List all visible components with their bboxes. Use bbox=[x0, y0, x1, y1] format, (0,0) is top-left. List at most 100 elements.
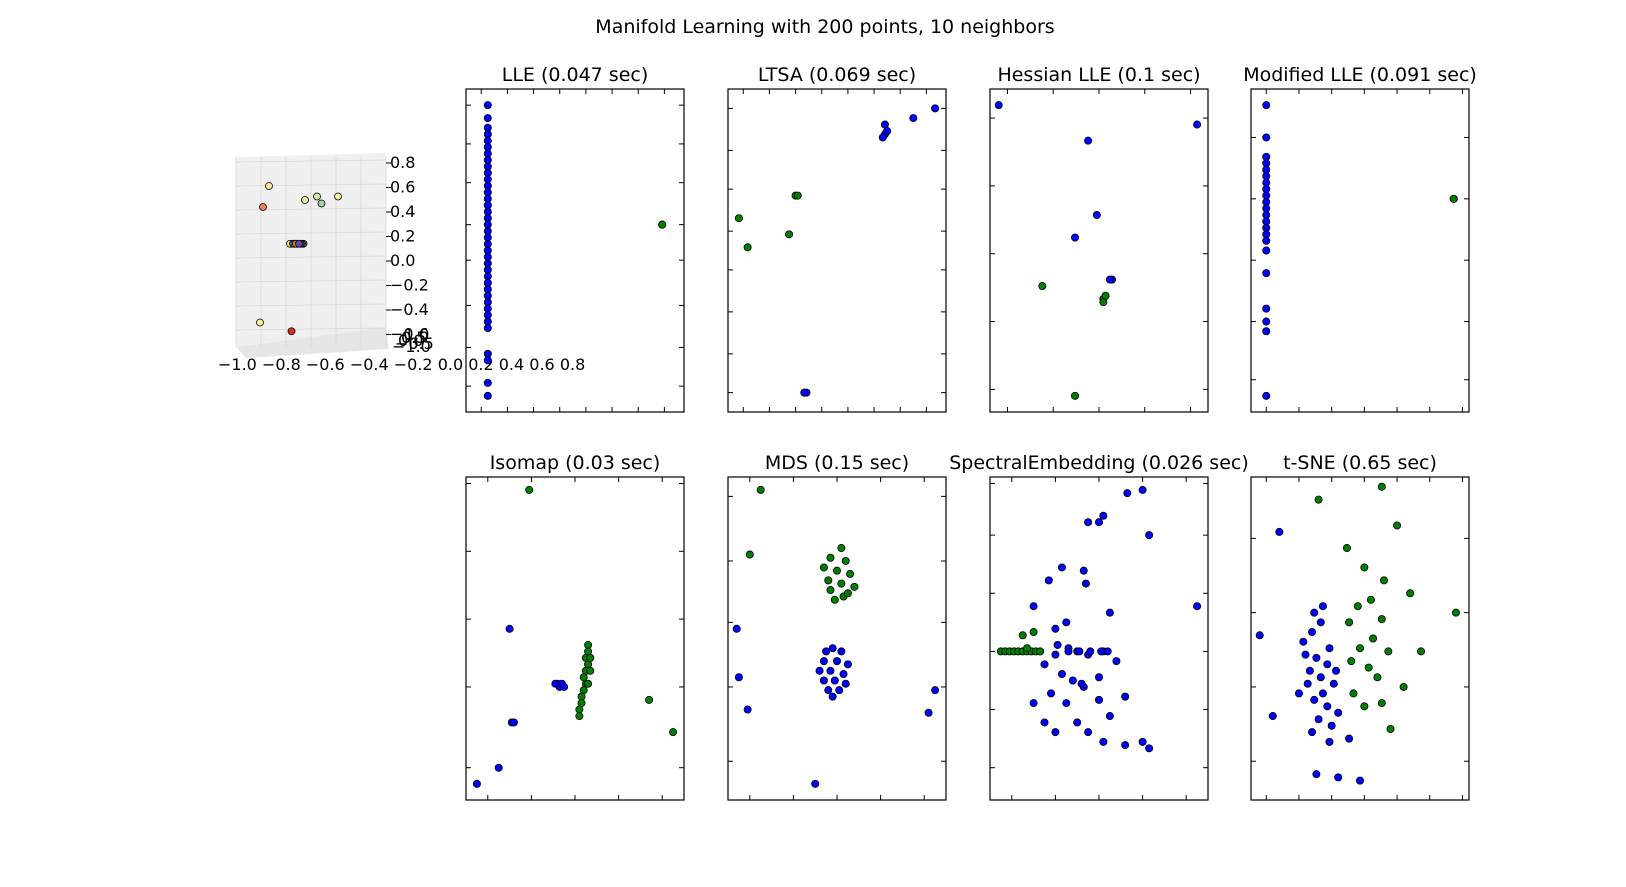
blue-point bbox=[483, 114, 492, 123]
green-point bbox=[575, 712, 584, 721]
3d-point bbox=[256, 318, 264, 327]
green-point bbox=[785, 230, 794, 239]
blue-point bbox=[1051, 728, 1060, 737]
blue-point bbox=[1262, 391, 1271, 400]
blue-point bbox=[1255, 631, 1264, 640]
green-point bbox=[833, 566, 842, 575]
blue-point bbox=[560, 682, 569, 691]
blue-point bbox=[1105, 608, 1114, 617]
blue-point bbox=[1334, 708, 1343, 717]
blue-point bbox=[1334, 773, 1343, 782]
blue-point bbox=[1327, 721, 1336, 730]
green-point bbox=[841, 556, 850, 565]
3d-point bbox=[334, 192, 342, 201]
green-point bbox=[743, 243, 752, 252]
3d-y-tick-label: 0.5 bbox=[401, 328, 426, 347]
blue-point bbox=[1312, 770, 1321, 779]
blue-point bbox=[1325, 644, 1334, 653]
blue-point bbox=[1075, 647, 1084, 656]
3d-point bbox=[259, 203, 267, 211]
blue-point bbox=[1314, 715, 1323, 724]
blue-point bbox=[833, 657, 842, 666]
3d-point bbox=[265, 182, 273, 190]
green-point bbox=[1451, 608, 1460, 617]
blue-point bbox=[828, 644, 837, 653]
blue-point bbox=[1040, 660, 1049, 669]
blue-point bbox=[1262, 133, 1271, 142]
blue-point bbox=[1262, 304, 1271, 313]
blue-point bbox=[835, 686, 844, 695]
blue-point bbox=[1325, 737, 1334, 746]
blue-point bbox=[1138, 737, 1147, 746]
blue-point bbox=[1095, 695, 1104, 704]
green-point bbox=[525, 485, 534, 494]
blue-point bbox=[1086, 647, 1095, 656]
blue-point bbox=[734, 673, 743, 682]
3d-x-tick-labels: −1.0 −0.8 −0.6 −0.4 −0.2 0.0 0.2 0.4 0.6… bbox=[218, 355, 585, 374]
green-point bbox=[1023, 644, 1032, 653]
green-point bbox=[1384, 647, 1393, 656]
green-point bbox=[586, 653, 595, 662]
blue-point bbox=[822, 647, 831, 656]
blue-point bbox=[1303, 679, 1312, 688]
blue-point bbox=[1332, 666, 1341, 675]
blue-point bbox=[1193, 120, 1202, 129]
isomap-axes-frame bbox=[465, 476, 685, 801]
green-point bbox=[756, 485, 765, 494]
blue-point bbox=[924, 708, 933, 717]
blue-point bbox=[1275, 527, 1284, 536]
blue-point bbox=[1121, 692, 1130, 701]
green-point bbox=[1377, 482, 1386, 491]
green-point bbox=[1364, 663, 1373, 672]
blue-point bbox=[1310, 695, 1319, 704]
green-point bbox=[1347, 657, 1356, 666]
3d-z-tick-label: 0.0 bbox=[390, 251, 415, 270]
3d-y-tick-label: −0.5 bbox=[395, 334, 434, 353]
blue-point bbox=[483, 324, 492, 333]
green-point bbox=[837, 544, 846, 553]
3d-z-tick-label: 0.2 bbox=[390, 227, 415, 246]
blue-point bbox=[1057, 563, 1066, 572]
blue-point bbox=[1356, 776, 1365, 785]
blue-point bbox=[1308, 628, 1317, 637]
green-point bbox=[1386, 724, 1395, 733]
blue-point bbox=[931, 686, 940, 695]
blue-point bbox=[883, 126, 892, 135]
blue-point bbox=[1099, 737, 1108, 746]
green-point bbox=[745, 550, 754, 559]
blue-point bbox=[909, 114, 918, 123]
green-point bbox=[645, 695, 654, 704]
3d-z-tick-label: 0.4 bbox=[390, 202, 415, 221]
mds-axes-frame bbox=[727, 476, 947, 801]
green-point bbox=[1356, 644, 1365, 653]
blue-point bbox=[841, 679, 850, 688]
blue-point bbox=[1308, 728, 1317, 737]
green-point bbox=[1071, 391, 1080, 400]
green-point bbox=[1369, 634, 1378, 643]
blue-point bbox=[1105, 712, 1114, 721]
isomap-title: Isomap (0.03 sec) bbox=[490, 452, 661, 474]
spectralembedding-subplot: SpectralEmbedding (0.026 sec) bbox=[949, 452, 1249, 801]
blue-point bbox=[1310, 608, 1319, 617]
blue-point bbox=[1329, 679, 1338, 688]
lle-subplot: LLE (0.047 sec) bbox=[465, 64, 685, 413]
ltsa-title: LTSA (0.069 sec) bbox=[758, 64, 916, 86]
blue-point bbox=[483, 391, 492, 400]
blue-point bbox=[1312, 653, 1321, 662]
3d-y-tick-label: 0.0 bbox=[398, 331, 423, 350]
blue-point bbox=[732, 624, 741, 633]
green-point bbox=[1377, 615, 1386, 624]
blue-point bbox=[483, 101, 492, 110]
blue-point bbox=[1262, 269, 1271, 278]
blue-point bbox=[1051, 650, 1060, 659]
3d-scatter-plot: 0.8 0.6 0.4 0.2 0.0 −0.2 −0.4 −0.6 −1.0 −0.8 −0… bbox=[218, 153, 585, 374]
3d-point bbox=[295, 239, 303, 248]
green-point bbox=[1342, 544, 1351, 553]
blue-point bbox=[1095, 673, 1104, 682]
green-point bbox=[1018, 631, 1027, 640]
blue-point bbox=[1092, 210, 1101, 219]
blue-point bbox=[1268, 712, 1277, 721]
blue-point bbox=[1262, 317, 1271, 326]
blue-point bbox=[1053, 640, 1062, 649]
blue-point bbox=[1262, 327, 1271, 336]
